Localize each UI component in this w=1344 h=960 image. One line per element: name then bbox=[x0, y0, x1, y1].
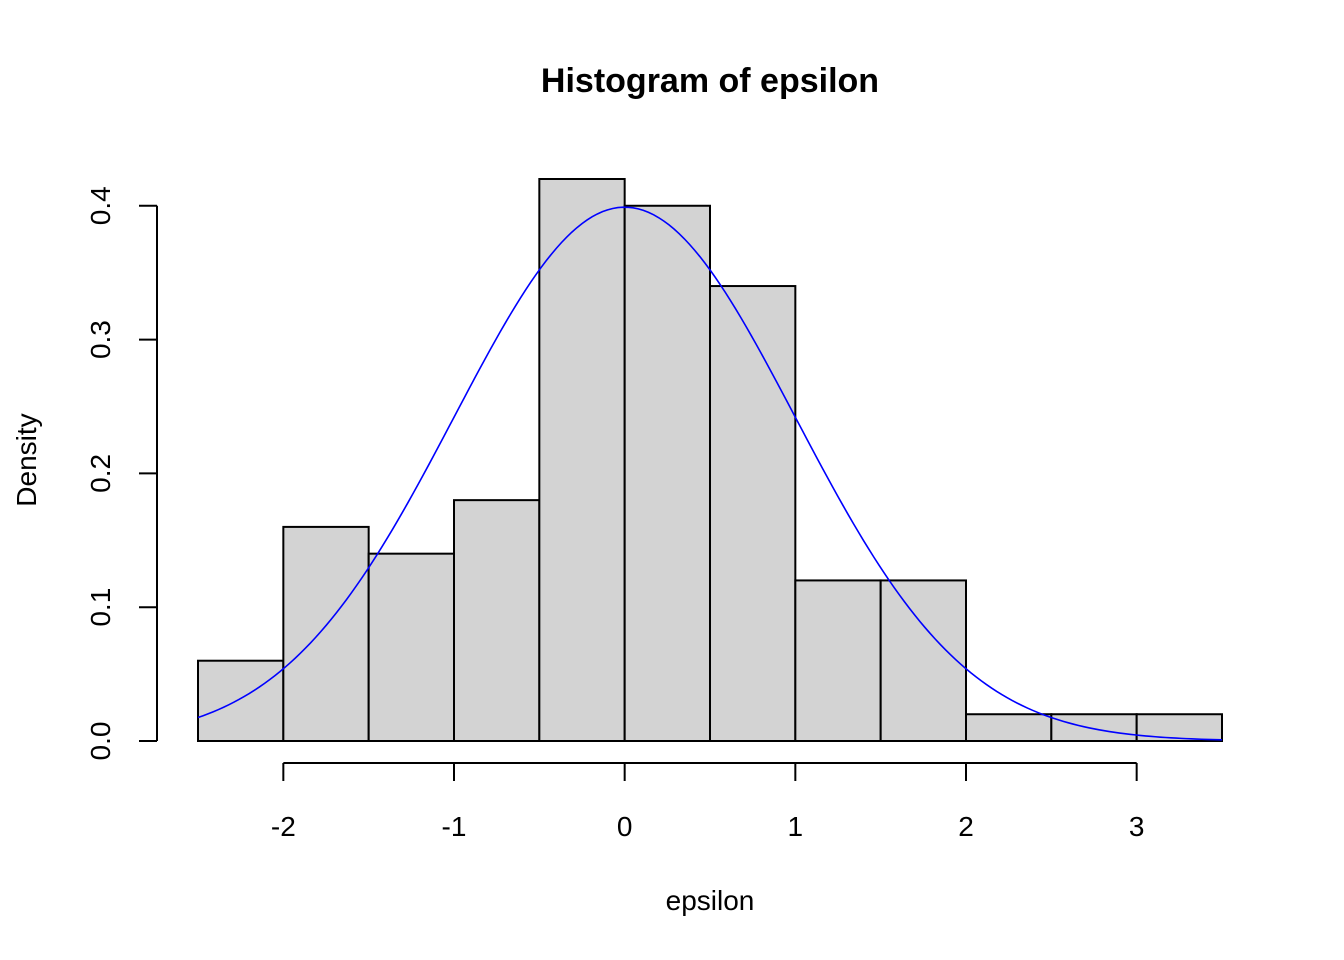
y-tick-label-2: 0.2 bbox=[85, 454, 116, 493]
y-tick-label-1: 0.1 bbox=[85, 588, 116, 627]
histogram-bar-1 bbox=[282, 525, 370, 743]
y-axis-label: Density bbox=[11, 413, 42, 506]
x-tick-label-2: 0 bbox=[617, 811, 633, 842]
x-tick-label-0: -2 bbox=[271, 811, 296, 842]
y-tick-label-3: 0.3 bbox=[85, 320, 116, 359]
x-tick-label-1: -1 bbox=[442, 811, 467, 842]
x-axis-label: epsilon bbox=[666, 885, 755, 916]
y-axis: 0.0 0.1 0.2 0.3 0.4 bbox=[85, 186, 158, 761]
x-tick-label-5: 3 bbox=[1129, 811, 1145, 842]
histogram-bar-2 bbox=[367, 552, 455, 743]
histogram-bar-10 bbox=[1050, 713, 1138, 743]
histogram-bar-0 bbox=[197, 659, 285, 743]
y-tick-label-4: 0.4 bbox=[85, 186, 116, 225]
histogram-bar-7 bbox=[794, 579, 882, 743]
histogram-bar-3 bbox=[453, 499, 541, 742]
histogram-bar-8 bbox=[879, 579, 968, 743]
normal-density-curve bbox=[197, 206, 1223, 741]
y-tick-label-0: 0.0 bbox=[85, 722, 116, 761]
x-tick-label-4: 2 bbox=[958, 811, 974, 842]
histogram-bar-6 bbox=[709, 285, 797, 742]
x-tick-label-3: 1 bbox=[788, 811, 804, 842]
histogram-bar-5 bbox=[623, 204, 712, 742]
histogram-bar-4 bbox=[538, 178, 626, 742]
chart-title: Histogram of epsilon bbox=[541, 62, 879, 100]
x-axis: -2 -1 0 1 2 3 bbox=[271, 762, 1145, 842]
histogram-bar-9 bbox=[965, 713, 1053, 743]
histogram-bars bbox=[197, 178, 1223, 743]
